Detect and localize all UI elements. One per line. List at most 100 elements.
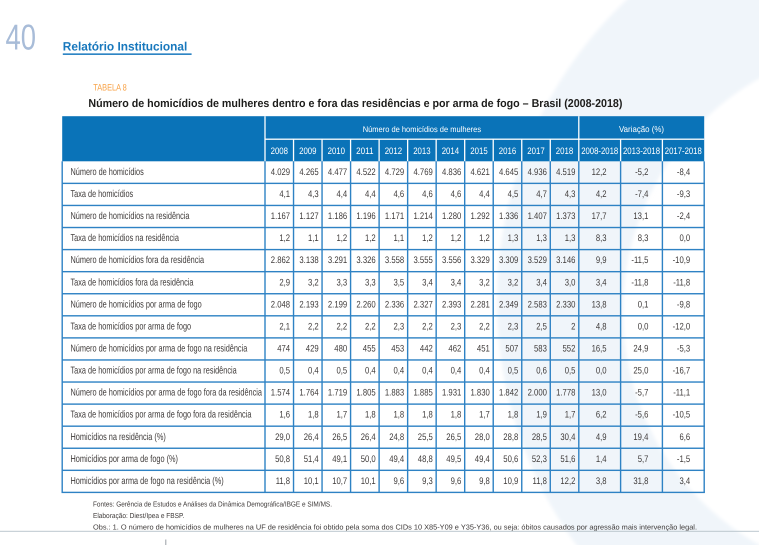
svg-text:3.558: 3.558 [385,255,404,266]
svg-text:1.764: 1.764 [299,388,318,399]
svg-text:3,4: 3,4 [422,277,433,288]
svg-text:-11,8: -11,8 [631,277,648,288]
svg-text:4.769: 4.769 [414,167,433,178]
svg-text:0,5: 0,5 [565,366,576,377]
svg-text:9,9: 9,9 [596,255,607,266]
svg-text:1,8: 1,8 [365,410,376,421]
svg-text:Número de homicídios por arma: Número de homicídios por arma de fogo [71,299,203,310]
svg-text:Número de homicídios: Número de homicídios [71,167,144,178]
svg-text:2011: 2011 [356,145,373,156]
svg-text:9,3: 9,3 [422,476,433,487]
svg-text:9,8: 9,8 [479,476,490,487]
svg-text:4.645: 4.645 [499,167,518,178]
svg-text:4,6: 4,6 [422,189,433,200]
svg-text:10,7: 10,7 [332,476,347,487]
svg-text:4.936: 4.936 [528,167,547,178]
svg-text:Taxa de homicídios fora da res: Taxa de homicídios fora da residência [71,277,194,288]
svg-text:Taxa de homicídios: Taxa de homicídios [71,189,134,200]
svg-text:19,4: 19,4 [633,432,648,443]
svg-text:28,8: 28,8 [503,432,518,443]
svg-text:0,6: 0,6 [536,366,547,377]
svg-text:4,3: 4,3 [308,189,319,200]
svg-text:-2,4: -2,4 [677,211,690,222]
svg-text:1.373: 1.373 [556,211,575,222]
svg-text:-9,8: -9,8 [677,299,690,310]
svg-text:-11,8: -11,8 [673,277,690,288]
svg-text:10,9: 10,9 [503,476,518,487]
svg-text:1,2: 1,2 [422,233,433,244]
svg-text:0,4: 0,4 [394,366,405,377]
svg-text:2,3: 2,3 [508,322,519,333]
svg-text:451: 451 [477,344,490,355]
svg-text:3,4: 3,4 [451,277,462,288]
svg-text:0,0: 0,0 [680,233,691,244]
svg-text:2,3: 2,3 [451,322,462,333]
svg-text:474: 474 [277,344,290,355]
svg-text:3.138: 3.138 [299,255,318,266]
svg-text:0,0: 0,0 [596,366,607,377]
svg-text:1.830: 1.830 [471,388,490,399]
svg-text:1.280: 1.280 [442,211,461,222]
svg-text:2.583: 2.583 [528,299,547,310]
svg-text:3,2: 3,2 [479,277,490,288]
svg-text:Taxa de homicídios por arma de: Taxa de homicídios por arma de fogo [71,322,192,333]
svg-text:Homicídios por arma de fogo (%: Homicídios por arma de fogo (%) [71,454,179,465]
svg-text:2,5: 2,5 [536,322,547,333]
svg-text:4,8: 4,8 [596,322,607,333]
svg-text:2013: 2013 [413,145,430,156]
svg-text:2,2: 2,2 [479,322,490,333]
svg-text:552: 552 [563,344,576,355]
svg-text:2.349: 2.349 [499,299,518,310]
svg-text:29,0: 29,0 [275,432,290,443]
svg-text:26,4: 26,4 [361,432,376,443]
svg-text:3,5: 3,5 [394,277,405,288]
svg-text:3,3: 3,3 [365,277,376,288]
svg-text:26,5: 26,5 [446,432,461,443]
svg-text:Obs.: 1. O número de homicídio: Obs.: 1. O número de homicídios de mulhe… [93,523,697,532]
svg-text:2017: 2017 [527,145,544,156]
svg-text:49,4: 49,4 [389,454,404,465]
svg-text:-11,5: -11,5 [631,255,648,266]
svg-text:Homicídios na residência (%): Homicídios na residência (%) [71,432,166,443]
svg-text:455: 455 [363,344,376,355]
svg-text:2.393: 2.393 [442,299,461,310]
svg-text:-7,4: -7,4 [635,189,648,200]
svg-text:-9,3: -9,3 [677,189,690,200]
svg-text:2.193: 2.193 [299,299,318,310]
svg-text:17,7: 17,7 [592,211,607,222]
svg-text:-10,9: -10,9 [673,255,691,266]
svg-text:0,5: 0,5 [337,366,348,377]
svg-text:1,7: 1,7 [565,410,576,421]
svg-text:1.407: 1.407 [528,211,547,222]
svg-text:1.842: 1.842 [499,388,518,399]
svg-text:1,7: 1,7 [479,410,490,421]
svg-text:28,0: 28,0 [475,432,490,443]
svg-text:1.127: 1.127 [299,211,318,222]
svg-text:12,2: 12,2 [592,167,607,178]
svg-text:2012: 2012 [385,145,402,156]
svg-text:3,2: 3,2 [308,277,319,288]
svg-text:1,4: 1,4 [596,454,607,465]
svg-text:28,5: 28,5 [532,432,547,443]
svg-text:1,8: 1,8 [308,410,319,421]
svg-text:4,1: 4,1 [279,189,290,200]
svg-text:1.167: 1.167 [271,211,290,222]
svg-text:2: 2 [571,322,575,333]
svg-text:1,7: 1,7 [337,410,348,421]
svg-text:1,3: 1,3 [536,233,547,244]
svg-text:50,8: 50,8 [275,454,290,465]
svg-text:13,1: 13,1 [633,211,648,222]
svg-text:8,3: 8,3 [638,233,649,244]
svg-text:6,2: 6,2 [596,410,607,421]
svg-text:6,6: 6,6 [680,432,691,443]
svg-text:3,8: 3,8 [596,476,607,487]
svg-text:50,0: 50,0 [361,454,376,465]
svg-text:2008: 2008 [271,145,288,156]
svg-text:2017-2018: 2017-2018 [665,145,702,156]
svg-text:2008-2018: 2008-2018 [581,145,618,156]
svg-text:3.556: 3.556 [442,255,461,266]
svg-text:2.260: 2.260 [356,299,375,310]
svg-text:Taxa de homicídios por arma de: Taxa de homicídios por arma de fogo fora… [71,410,252,421]
svg-text:-1,5: -1,5 [677,454,690,465]
svg-text:507: 507 [505,344,518,355]
